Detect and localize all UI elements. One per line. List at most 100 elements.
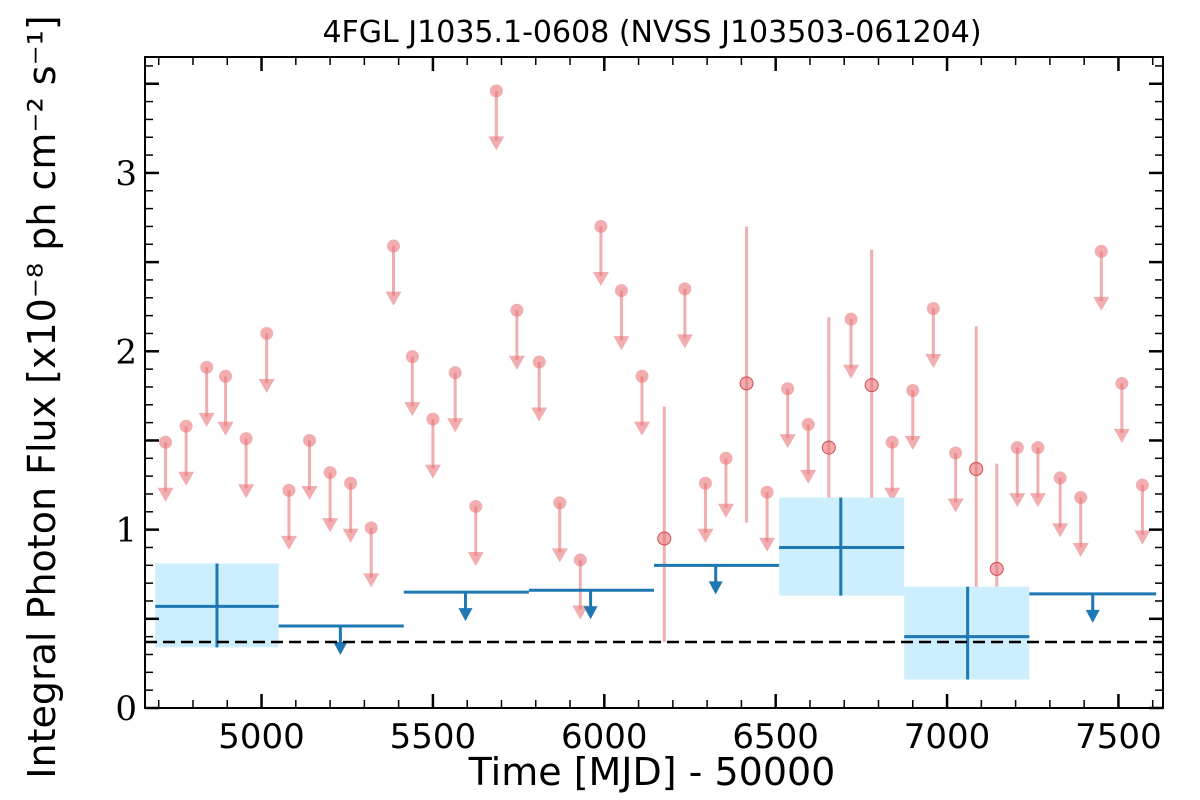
fine-upper-limit-marker [1010,441,1024,455]
fine-upper-limit-arrowhead [342,528,359,543]
axes: 5000 5500 6000 6500 7000 7500 0 1 2 3 [115,56,1164,757]
fine-upper-limit-arrowhead [1009,493,1026,508]
fine-upper-limit [385,239,402,306]
fine-upper-limit-marker [303,433,317,447]
fine-upper-limit-arrowhead [947,498,964,513]
x-tick-label: 5000 [218,717,305,757]
fine-upper-limit-marker [781,382,795,396]
fine-upper-limit [467,499,484,566]
fine-upper-limit [280,483,297,550]
fine-upper-limit-marker [1031,441,1045,455]
fine-upper-limit-arrowhead [198,412,215,427]
fine-upper-limit-arrowhead [280,535,297,550]
fine-upper-limit-marker [1094,244,1108,258]
fine-upper-limit-arrowhead [531,407,548,422]
fine-upper-limit [759,485,776,552]
fine-upper-limit [1093,244,1110,311]
fine-upper-limit-arrowhead [697,528,714,543]
fine-bins-layer [157,84,1151,653]
fine-upper-limit-marker [635,369,649,383]
fine-upper-limit-arrowhead [884,487,901,502]
y-tick-label: 3 [115,154,137,194]
x-tick-label: 7000 [904,717,991,757]
fine-upper-limit-arrowhead [613,336,630,351]
fine-upper-limit-arrowhead [488,136,505,151]
fine-upper-limit [447,366,464,433]
fine-detection-marker [864,378,879,393]
fine-upper-limit-arrowhead [322,518,339,533]
fine-upper-limit-marker [885,435,899,449]
fine-upper-limit-arrowhead [1052,523,1069,538]
fine-upper-limit-marker [510,303,524,317]
fine-upper-limit-arrowhead [925,353,942,368]
coarse-upper-limit-arrowhead [458,608,473,622]
y-tick-label: 0 [115,689,137,729]
fine-upper-limit-arrowhead [1113,428,1130,443]
fine-upper-limit-marker [426,412,440,426]
fine-upper-limit [1072,491,1089,558]
fine-upper-limit [508,303,525,370]
coarse-upper-limit [1029,592,1157,623]
fine-upper-limit-arrowhead [424,464,441,479]
fine-upper-limit [322,466,339,533]
fine-upper-limit [404,350,421,417]
fine-upper-limit-arrowhead [363,573,380,588]
fine-upper-limit-marker [698,476,712,490]
coarse-detection [155,563,279,648]
fine-upper-limit-marker [282,483,296,497]
coarse-detection [779,497,905,596]
coarse-detection [904,586,1030,680]
fine-upper-limit-arrowhead [800,469,817,484]
fine-upper-limit-arrowhead [258,378,275,393]
fine-upper-limit-arrowhead [447,418,464,433]
fine-upper-limit-arrowhead [779,434,796,449]
fine-upper-limit [551,496,568,563]
fine-upper-limit-marker [926,301,940,315]
fine-upper-limit-arrowhead [467,551,484,566]
fine-upper-limit-arrowhead [178,471,195,486]
fine-upper-limit [717,451,734,518]
fine-upper-limit-arrowhead [217,421,234,436]
fine-upper-limit-arrowhead [301,485,318,500]
fine-upper-limit-arrowhead [843,364,860,379]
coarse-upper-limit [654,563,780,595]
fine-upper-limit-marker [219,369,233,383]
fine-upper-limit-marker [532,355,546,369]
fine-upper-limit-arrowhead [572,605,589,620]
fine-upper-limit [157,435,174,502]
fine-upper-limit [424,412,441,479]
fine-upper-limit-arrowhead [508,355,525,370]
fine-upper-limit [198,360,215,427]
fine-upper-limit-arrowhead [157,487,174,502]
plot-frame [144,56,1164,709]
fine-upper-limit-marker [801,417,815,431]
fine-detection-marker [969,462,984,477]
fine-upper-limit-arrowhead [404,402,421,417]
fine-upper-limit-marker [1115,376,1129,390]
fine-upper-limit-arrowhead [1134,530,1151,545]
fine-upper-limit-marker [448,366,462,380]
fine-upper-limit [613,284,630,351]
y-axis-label: Integral Photon Flux [x10⁻⁸ ph cm⁻² s⁻¹] [20,15,64,778]
fine-upper-limit-arrowhead [676,334,693,349]
coarse-upper-limit [528,588,654,620]
fine-upper-limit [634,369,651,436]
fine-detection-marker [821,440,836,455]
fine-upper-limit-marker [405,350,419,364]
fine-upper-limit-arrowhead [1072,543,1089,558]
fine-upper-limit-marker [844,312,858,326]
coarse-upper-limit-arrowhead [708,581,723,595]
coarse-bins-layer [155,497,1157,680]
fine-upper-limit-arrowhead [904,436,921,451]
fine-detection-marker [739,376,754,391]
fine-upper-limit-marker [179,419,193,433]
fine-upper-limit [572,553,589,620]
fine-detection-marker [989,561,1004,576]
coarse-bin-fill-layer [155,497,1030,680]
fine-upper-limit-marker [949,446,963,460]
x-tick-label: 7500 [1075,717,1162,757]
fine-upper-limit [238,432,255,499]
fine-upper-limit-arrowhead [1029,493,1046,508]
fine-upper-limit [1009,441,1026,508]
